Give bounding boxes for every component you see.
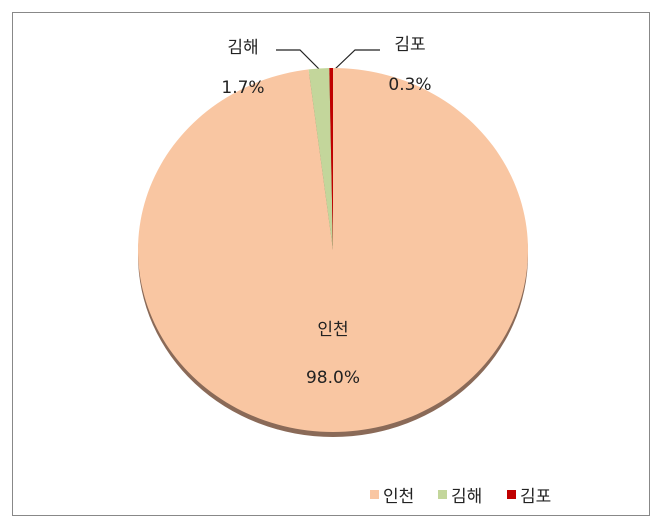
pie-slice — [308, 68, 333, 250]
slice-value-label: 0.3% — [388, 75, 431, 95]
slice-value-label: 1.7% — [221, 78, 264, 98]
leader-line — [276, 49, 321, 71]
legend-label: 인천 — [383, 487, 414, 507]
slice-value-label: 98.0% — [306, 368, 360, 388]
legend-swatch — [507, 490, 516, 499]
pie-slice — [329, 68, 333, 250]
legend-label: 김해 — [451, 487, 482, 507]
leader-line — [333, 49, 380, 71]
legend-swatch — [438, 490, 447, 499]
slice-label: 김포 — [394, 35, 425, 55]
legend-swatch — [370, 490, 379, 499]
legend-label: 김포 — [520, 487, 551, 507]
slice-label: 김해 — [227, 38, 258, 58]
slice-label: 인천 — [317, 320, 348, 340]
